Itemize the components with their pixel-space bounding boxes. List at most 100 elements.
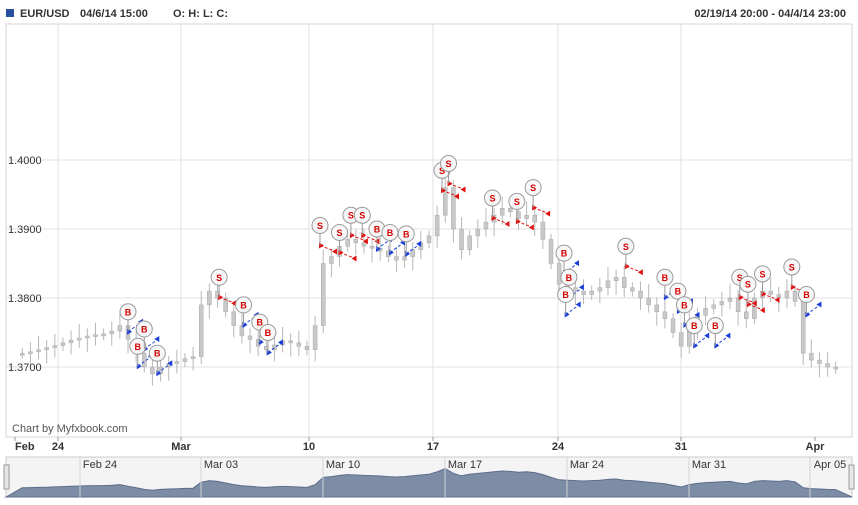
sell-marker[interactable] [754, 265, 772, 283]
buy-marker[interactable] [397, 225, 415, 243]
trade-line [339, 251, 356, 259]
candle-body [223, 297, 228, 313]
buy-marker[interactable] [555, 244, 573, 262]
candle-body [288, 340, 293, 344]
exit-arrow-icon [751, 300, 757, 307]
marker-label: S [317, 221, 323, 231]
exit-arrow-icon [351, 255, 357, 262]
candle-body [475, 228, 481, 237]
sell-marker[interactable] [483, 189, 501, 207]
exit-arrow-icon [231, 300, 237, 307]
exit-arrow-icon [578, 284, 584, 291]
marker-label: S [446, 159, 452, 169]
navigator-handle-left[interactable] [3, 464, 10, 490]
candle-body [345, 239, 350, 247]
candle-body [76, 337, 82, 341]
sell-marker[interactable] [739, 275, 757, 293]
buy-marker[interactable] [129, 337, 147, 355]
candle-body [190, 356, 196, 359]
candle-body [678, 332, 684, 347]
buy-marker[interactable] [797, 286, 815, 304]
buy-marker[interactable] [675, 296, 693, 314]
exit-arrow-icon [460, 186, 466, 193]
buy-marker[interactable] [560, 268, 578, 286]
y-tick-label: 1.3800 [8, 293, 42, 305]
buy-marker[interactable] [656, 268, 674, 286]
exit-arrow-icon [575, 301, 581, 308]
sell-marker[interactable] [210, 268, 228, 286]
marker-label: S [489, 193, 495, 203]
candle-body [117, 325, 123, 332]
exit-arrow-icon [704, 332, 710, 339]
candle-body [589, 290, 594, 295]
candle-body [524, 214, 529, 219]
buy-marker[interactable] [669, 282, 687, 300]
trade-line [739, 296, 756, 304]
buy-marker[interactable] [148, 344, 166, 362]
symbol-label: EUR/USD [20, 8, 70, 20]
marker-label: S [514, 197, 520, 207]
candle-body [662, 311, 668, 319]
marker-label: B [662, 273, 669, 283]
candle-body [613, 277, 619, 281]
exit-arrow-icon [694, 311, 700, 318]
exit-arrow-icon [759, 307, 765, 314]
exit-arrow-icon [454, 193, 460, 200]
marker-label: B [154, 349, 161, 359]
x-tick-label: 31 [675, 441, 687, 453]
candle-body [540, 221, 546, 240]
buy-marker[interactable] [119, 303, 137, 321]
trade-line [127, 321, 143, 333]
buy-marker[interactable] [135, 320, 153, 338]
sell-marker[interactable] [353, 206, 371, 224]
exit-arrow-icon [167, 360, 173, 367]
buy-marker[interactable] [235, 296, 253, 314]
candle-body [93, 334, 98, 337]
sell-marker[interactable] [440, 154, 458, 172]
marker-label: B [712, 321, 719, 331]
trade-line [791, 286, 808, 294]
navigator-handle-right[interactable] [848, 464, 855, 490]
candle-body [247, 335, 253, 340]
navigator-label: Mar 24 [570, 459, 604, 471]
candle-body [817, 359, 822, 364]
candle-body [434, 214, 440, 237]
candle-body [353, 239, 359, 244]
trade-line [267, 342, 283, 353]
marker-label: S [530, 183, 536, 193]
candle-body [833, 366, 838, 370]
candle-body [499, 208, 505, 216]
marker-label: B [562, 290, 569, 300]
sell-marker[interactable] [508, 192, 526, 210]
sell-marker[interactable] [617, 237, 635, 255]
y-tick-label: 1.3700 [8, 362, 42, 374]
buy-marker[interactable] [685, 317, 703, 335]
trade-line [143, 338, 159, 350]
navigator-label: Mar 31 [692, 459, 726, 471]
trade-line [259, 331, 275, 343]
y-tick-label: 1.3900 [8, 224, 42, 236]
sell-marker[interactable] [524, 179, 542, 197]
sell-marker[interactable] [331, 223, 349, 241]
y-tick-label: 1.4000 [8, 155, 42, 167]
navigator-label: Mar 03 [204, 459, 238, 471]
marker-label: S [745, 280, 751, 290]
candle-body [735, 297, 741, 313]
sell-marker[interactable] [783, 258, 801, 276]
candle-body [369, 246, 375, 249]
exit-arrow-icon [154, 336, 160, 343]
marker-label: B [691, 321, 698, 331]
buy-marker[interactable] [706, 317, 724, 335]
buy-marker[interactable] [259, 324, 277, 341]
trade-line [405, 243, 421, 255]
sell-marker[interactable] [311, 217, 329, 235]
buy-marker[interactable] [557, 286, 575, 304]
marker-label: B [265, 328, 272, 338]
navigator-area [4, 468, 853, 498]
trade-line [492, 217, 509, 225]
marker-label: S [789, 262, 795, 272]
trade-line [441, 189, 459, 197]
